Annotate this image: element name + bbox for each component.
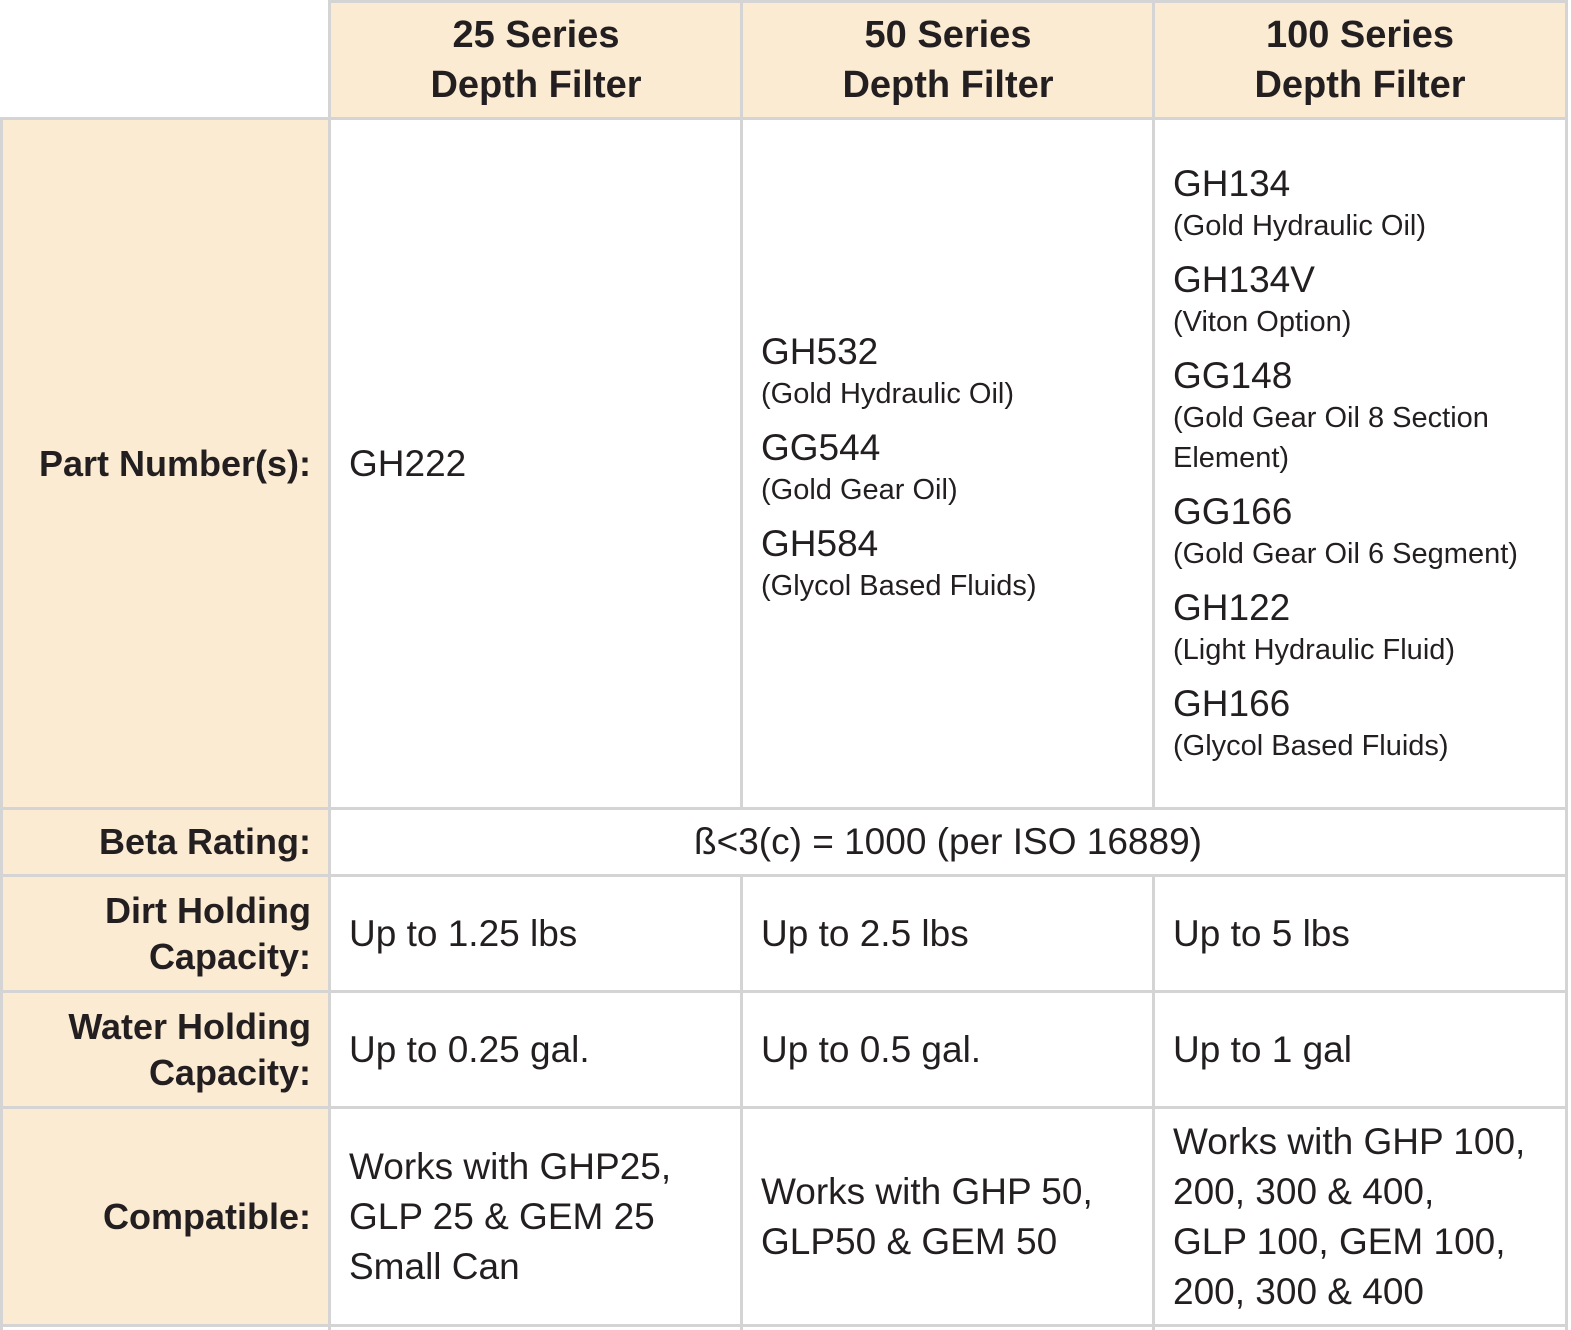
column-header-line2: Depth Filter	[842, 64, 1054, 106]
part-description: (Viton Option)	[1173, 305, 1352, 338]
cell-text: Up to 1.25 lbs	[349, 912, 578, 954]
part-description: (Glycol Based Fluids)	[761, 569, 1037, 602]
cell-text: Up to 2.5 lbs	[761, 912, 969, 954]
row-label-beta-rating: Beta Rating:	[3, 810, 329, 874]
cell-text: Up to 1 gal	[1173, 1028, 1352, 1070]
row-label-text: Compatible:	[102, 1195, 311, 1237]
cell-text: Up to 5 lbs	[1173, 912, 1350, 954]
column-header-100-series: 100 Series Depth Filter	[1155, 3, 1565, 117]
grid-line	[1152, 0, 1155, 810]
column-header-line1: 100 Series	[1265, 14, 1455, 56]
part-numbers-25-series: GH222	[331, 120, 741, 807]
cell-line: GLP 100, GEM 100,	[1173, 1220, 1506, 1262]
cell-line: Works with GHP 100,	[1173, 1120, 1526, 1162]
part-entry: GH222	[349, 442, 466, 486]
part-entry: GH584 (Glycol Based Fluids)	[761, 522, 1037, 606]
row-label-text: Part Number(s):	[38, 442, 311, 484]
row-label-line2: Capacity:	[148, 1051, 311, 1093]
cell-text: Up to 0.5 gal.	[761, 1028, 982, 1070]
grid-line	[1152, 874, 1155, 1330]
row-label-line2: Capacity:	[148, 935, 311, 977]
dirt-holding-50-series: Up to 2.5 lbs	[743, 877, 1153, 990]
part-number: GH584	[761, 522, 879, 564]
part-number: GG544	[761, 426, 881, 468]
column-header-line1: 25 Series	[452, 14, 620, 56]
part-number: GG166	[1173, 490, 1293, 532]
grid-line	[0, 807, 1568, 810]
cell-line: 200, 300 & 400	[1173, 1270, 1424, 1312]
beta-rating-text: ß<3(c) = 1000 (per ISO 16889)	[694, 821, 1202, 862]
grid-line	[740, 0, 743, 810]
column-header-line1: 50 Series	[864, 14, 1032, 56]
part-entry: GH134V (Viton Option)	[1173, 258, 1351, 342]
dirt-holding-25-series: Up to 1.25 lbs	[331, 877, 741, 990]
part-description: (Gold Gear Oil 6 Segment)	[1173, 537, 1518, 570]
grid-line	[0, 117, 1568, 120]
grid-line	[0, 1324, 1568, 1327]
cell-line: GLP 25 & GEM 25	[349, 1195, 655, 1237]
part-description: (Gold Gear Oil)	[761, 473, 958, 506]
dirt-holding-100-series: Up to 5 lbs	[1155, 877, 1565, 990]
grid-line	[740, 874, 743, 1330]
row-label-dirt-holding: Dirt Holding Capacity:	[3, 877, 329, 990]
water-holding-25-series: Up to 0.25 gal.	[331, 993, 741, 1106]
part-entry: GH166 (Glycol Based Fluids)	[1173, 682, 1449, 766]
column-header-line2: Depth Filter	[430, 64, 642, 106]
column-header-50-series: 50 Series Depth Filter	[743, 3, 1153, 117]
beta-rating-value: ß<3(c) = 1000 (per ISO 16889)	[331, 810, 1565, 874]
part-number: GH134V	[1173, 258, 1315, 300]
compatible-100-series: Works with GHP 100, 200, 300 & 400, GLP …	[1155, 1109, 1565, 1324]
cell-line: Works with GHP 50,	[761, 1170, 1093, 1212]
cell-text: Up to 0.25 gal.	[349, 1028, 590, 1070]
row-label-water-holding: Water Holding Capacity:	[3, 993, 329, 1106]
part-entry: GG166 (Gold Gear Oil 6 Segment)	[1173, 490, 1518, 574]
part-number: GG148	[1173, 354, 1293, 396]
part-number: GH122	[1173, 586, 1291, 628]
part-description: (Gold Gear Oil 8 Section Element)	[1173, 401, 1489, 474]
part-description: (Glycol Based Fluids)	[1173, 729, 1449, 762]
row-label-part-numbers: Part Number(s):	[3, 120, 329, 807]
part-entry: GG544 (Gold Gear Oil)	[761, 426, 958, 510]
row-label-line1: Water Holding	[68, 1005, 311, 1047]
part-description: (Gold Hydraulic Oil)	[1173, 209, 1426, 242]
grid-line	[328, 0, 331, 1330]
compatible-25-series: Works with GHP25, GLP 25 & GEM 25 Small …	[331, 1109, 741, 1324]
part-numbers-100-series: GH134 (Gold Hydraulic Oil) GH134V (Viton…	[1155, 120, 1565, 807]
part-number: GH166	[1173, 682, 1291, 724]
column-header-line2: Depth Filter	[1254, 64, 1466, 106]
water-holding-50-series: Up to 0.5 gal.	[743, 993, 1153, 1106]
grid-line	[0, 1106, 1568, 1109]
water-holding-100-series: Up to 1 gal	[1155, 993, 1565, 1106]
grid-line	[0, 874, 1568, 877]
part-description: (Gold Hydraulic Oil)	[761, 377, 1014, 410]
part-number: GH134	[1173, 162, 1291, 204]
part-number: GH222	[349, 442, 467, 484]
part-entry: GG148 (Gold Gear Oil 8 Section Element)	[1173, 354, 1535, 478]
cell-line: Works with GHP25,	[349, 1145, 672, 1187]
cell-line: Small Can	[349, 1245, 520, 1287]
part-numbers-50-series: GH532 (Gold Hydraulic Oil) GG544 (Gold G…	[743, 120, 1153, 807]
part-entry: GH134 (Gold Hydraulic Oil)	[1173, 162, 1426, 246]
grid-line	[0, 990, 1568, 993]
cell-line: GLP50 & GEM 50	[761, 1220, 1058, 1262]
grid-line	[328, 0, 1568, 3]
cell-line: 200, 300 & 400,	[1173, 1170, 1435, 1212]
row-label-compatible: Compatible:	[3, 1109, 329, 1324]
part-entry: GH122 (Light Hydraulic Fluid)	[1173, 586, 1455, 670]
row-label-line1: Dirt Holding	[105, 889, 311, 931]
grid-line	[0, 117, 3, 1330]
compatible-50-series: Works with GHP 50, GLP50 & GEM 50	[743, 1109, 1153, 1324]
part-entry: GH532 (Gold Hydraulic Oil)	[761, 330, 1014, 414]
grid-line	[1565, 0, 1568, 1330]
column-header-25-series: 25 Series Depth Filter	[331, 3, 741, 117]
row-label-text: Beta Rating:	[98, 821, 311, 862]
part-description: (Light Hydraulic Fluid)	[1173, 633, 1456, 666]
part-number: GH532	[761, 330, 879, 372]
